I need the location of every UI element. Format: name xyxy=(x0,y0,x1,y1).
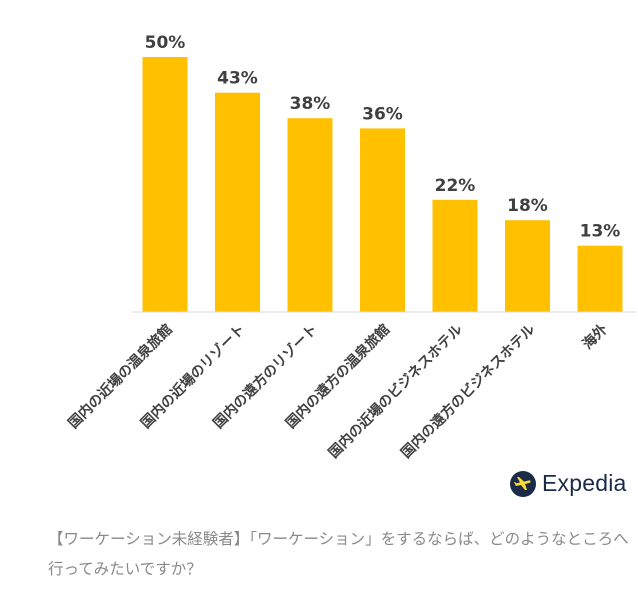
bar-1 xyxy=(215,92,260,312)
bar-chart: 50% 43% 38% 36% 22% 18% 13% 国内の近場の温泉旅館国内の近場のリゾ… xyxy=(65,33,636,462)
value-label-6: 13% xyxy=(580,222,621,242)
bar-5 xyxy=(505,220,550,312)
bar-2 xyxy=(287,118,333,312)
expedia-logo: Expedia xyxy=(510,470,627,497)
value-label-1: 43% xyxy=(217,69,258,89)
bars-group xyxy=(142,57,623,312)
value-label-5: 18% xyxy=(507,196,548,216)
bar-0 xyxy=(142,57,188,312)
bar-3 xyxy=(360,128,405,312)
bar-6 xyxy=(577,245,623,312)
value-label-3: 36% xyxy=(362,104,403,124)
category-label-4: 国内の近場のビジネスホテル xyxy=(325,321,466,462)
airplane-icon xyxy=(510,470,536,497)
value-label-2: 38% xyxy=(290,94,331,114)
survey-question-caption: 【ワーケーション未経験者】「ワーケーション」をするならば、どのようなところへ行っ… xyxy=(48,530,629,578)
bar-4 xyxy=(432,199,478,312)
category-labels-group: 国内の近場の温泉旅館国内の近場のリゾート国内の遠方のリゾート国内の遠方の温泉旅館… xyxy=(65,321,611,462)
value-labels-group: 50% 43% 38% 36% 22% 18% 13% xyxy=(145,33,621,242)
value-label-4: 22% xyxy=(435,176,476,196)
category-label-6: 海外 xyxy=(579,321,611,353)
brand-name: Expedia xyxy=(542,470,627,496)
value-label-0: 50% xyxy=(145,33,186,53)
category-label-5: 国内の遠方のビジネスホテル xyxy=(398,321,539,462)
